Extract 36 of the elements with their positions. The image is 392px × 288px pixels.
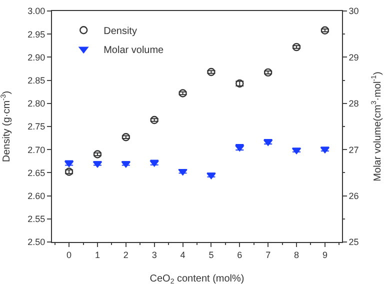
- x-tick-label: 2: [123, 250, 128, 260]
- y-tick-label: 2.90: [28, 52, 46, 62]
- point: [292, 42, 301, 52]
- legend-label: Molar volume: [104, 45, 164, 56]
- x-tick-label: 3: [152, 250, 157, 260]
- y2-tick-label: 26: [348, 190, 359, 201]
- y2-tick-label: 28: [348, 98, 359, 109]
- x-tick-label: 9: [322, 250, 328, 260]
- x-axis-title: CeO$_{2}$ content (mol%): [150, 273, 244, 286]
- y-tick-label: 2.85: [28, 75, 46, 86]
- x-tick-label: 1: [94, 250, 100, 260]
- x-tick-label: 4: [180, 250, 186, 260]
- x-tick-label: 0: [66, 250, 72, 260]
- legend-label: Density: [104, 26, 137, 38]
- y-tick-label: 2.95: [28, 29, 46, 40]
- y2-tick-label: 25: [348, 237, 359, 248]
- point: [122, 133, 130, 142]
- y-tick-label: 2.70: [28, 144, 46, 155]
- point: [150, 116, 158, 124]
- x-tick-label: 8: [294, 250, 300, 260]
- y2-tick-label: 27: [348, 144, 359, 155]
- y-tick-label: 2.65: [28, 168, 46, 178]
- y-tick-label: 2.80: [28, 98, 46, 109]
- point: [264, 68, 272, 77]
- y-tick-label: 3.00: [28, 6, 46, 16]
- y-tick-label: 2.55: [28, 214, 46, 224]
- y-tick-label: 2.75: [28, 122, 46, 132]
- x-tick-label: 5: [208, 250, 214, 260]
- point: [320, 26, 330, 34]
- point: [207, 68, 216, 76]
- y-tick-label: 2.50: [28, 237, 46, 248]
- y2-tick-label: 30: [348, 6, 359, 16]
- x-tick-label: 7: [266, 250, 271, 260]
- x-tick-label: 6: [237, 250, 242, 260]
- y2-tick-label: 29: [348, 52, 359, 62]
- y-tick-label: 2.60: [28, 190, 46, 201]
